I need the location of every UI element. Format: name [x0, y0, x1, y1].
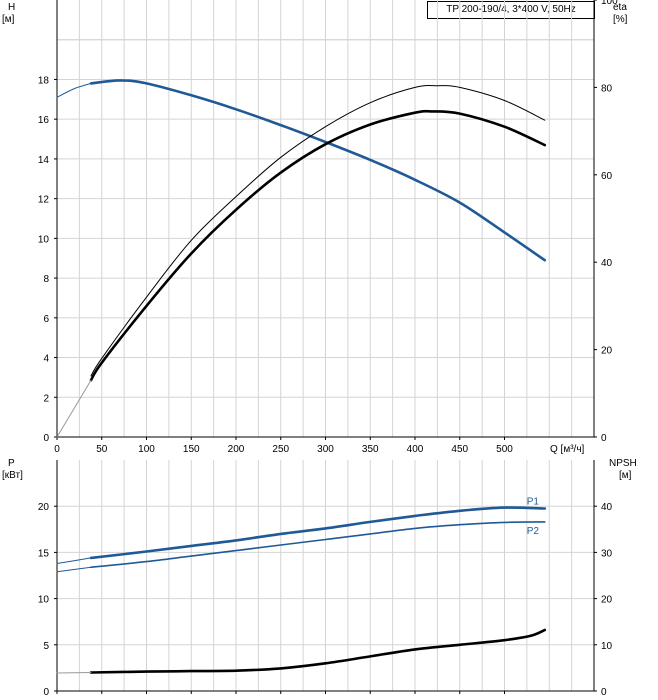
- left-tick-label: 0: [43, 687, 49, 698]
- series-top-1-line: [56, 82, 92, 98]
- x-tick-label: 350: [362, 444, 379, 455]
- left-axis-label: P: [8, 458, 15, 469]
- right-tick-label: 40: [601, 258, 613, 269]
- series-p1-line: [89, 506, 547, 560]
- right-tick-label: 60: [601, 171, 613, 182]
- right-axis-label: eta: [613, 2, 627, 13]
- right-tick-label: 80: [601, 83, 613, 94]
- left-tick-label: 8: [43, 274, 49, 285]
- series-top-4-line: [56, 379, 92, 438]
- x-tick-label: 0: [54, 444, 60, 455]
- right-axis-unit: [м]: [619, 470, 632, 481]
- right-tick-label: 10: [601, 641, 613, 652]
- left-tick-label: 4: [43, 354, 49, 365]
- right-tick-label: 0: [601, 433, 607, 444]
- series-top-0-line: [89, 79, 547, 262]
- left-tick-label: 0: [43, 433, 49, 444]
- series-top-2-line: [90, 84, 546, 377]
- left-tick-label: 16: [38, 115, 50, 126]
- left-tick-label: 6: [43, 314, 49, 325]
- x-tick-label: 150: [183, 444, 200, 455]
- x-tick-label: 200: [228, 444, 245, 455]
- series-label-p2: P2: [527, 526, 540, 537]
- left-tick-label: 12: [38, 195, 50, 206]
- right-tick-label: 40: [601, 502, 613, 513]
- left-axis-unit: [кВт]: [2, 470, 23, 481]
- series-bottom-5-line: [56, 672, 92, 674]
- x-tick-label: 300: [317, 444, 334, 455]
- left-tick-label: 10: [38, 595, 50, 606]
- series-top-3-line: [89, 109, 547, 382]
- left-tick-label: 2: [43, 393, 49, 404]
- right-tick-label: 20: [601, 595, 613, 606]
- left-tick-label: 15: [38, 548, 50, 559]
- series-bottom-4-line: [89, 628, 547, 674]
- left-tick-label: 20: [38, 502, 50, 513]
- right-tick-label: 20: [601, 346, 613, 357]
- right-axis-unit: [%]: [613, 14, 628, 25]
- left-tick-label: 14: [38, 155, 50, 166]
- series-p2-line: [90, 521, 546, 568]
- right-tick-label: 0: [601, 687, 607, 698]
- right-tick-label: 30: [601, 548, 613, 559]
- left-axis-label: H: [8, 2, 15, 13]
- right-axis-label: NPSH: [609, 458, 637, 469]
- series-bottom-2-line: [56, 557, 92, 564]
- left-tick-label: 5: [43, 641, 49, 652]
- x-tick-label: 400: [407, 444, 424, 455]
- left-axis-unit: [м]: [2, 14, 15, 25]
- series-bottom-3-line: [56, 566, 92, 573]
- x-tick-label: 250: [272, 444, 289, 455]
- x-axis-label: Q [м³/ч]: [550, 444, 585, 455]
- x-tick-label: 450: [451, 444, 468, 455]
- left-tick-label: 10: [38, 234, 50, 245]
- right-tick-label: 100: [601, 0, 618, 7]
- series-label-p1: P1: [527, 497, 540, 508]
- x-tick-label: 50: [96, 444, 108, 455]
- x-tick-label: 500: [496, 444, 513, 455]
- x-tick-label: 100: [138, 444, 155, 455]
- left-tick-label: 18: [38, 75, 50, 86]
